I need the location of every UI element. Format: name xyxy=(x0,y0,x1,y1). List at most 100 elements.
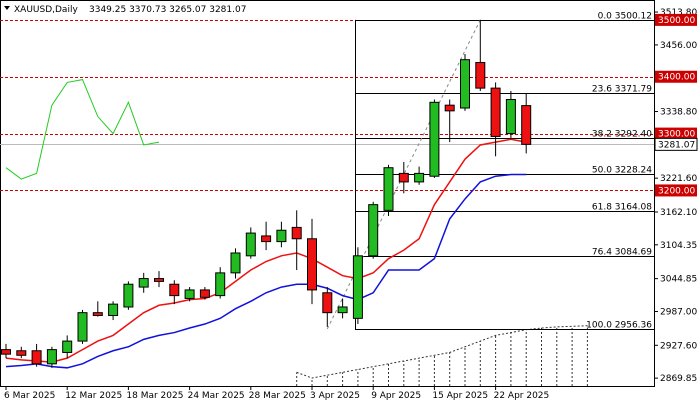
candle-body xyxy=(505,98,516,135)
candle-body xyxy=(460,59,470,109)
candle xyxy=(261,221,272,251)
candle-body xyxy=(199,289,210,298)
candle xyxy=(414,166,425,185)
price-tick-label: 2987.00 xyxy=(660,308,697,318)
candle xyxy=(92,301,103,317)
candle xyxy=(46,346,57,368)
candle xyxy=(352,247,363,325)
candle-body xyxy=(368,204,379,257)
indicator-lines xyxy=(5,79,527,369)
candle xyxy=(307,218,317,305)
price-tick-label: 3513.80 xyxy=(660,8,697,18)
candle-body xyxy=(307,238,317,291)
price-tick-label: 3162.10 xyxy=(660,208,697,218)
candle xyxy=(138,272,149,293)
time-tick-label: 12 Mar 2025 xyxy=(65,391,122,400)
time-tick-label: 15 Apr 2025 xyxy=(432,391,488,400)
candle xyxy=(505,90,516,140)
candle xyxy=(490,82,501,157)
candle xyxy=(123,281,134,310)
candle xyxy=(291,210,302,271)
current-price-tag-label: 3281.07 xyxy=(658,140,695,150)
candle-body xyxy=(16,350,27,356)
candle-body xyxy=(215,272,226,297)
level-price-tag-label: 3500.00 xyxy=(658,16,695,26)
level-price-tag xyxy=(655,13,697,26)
fib-level-label: 23.6 3371.79 xyxy=(592,85,652,95)
candle-body xyxy=(123,283,134,308)
price-tick-label: 3338.80 xyxy=(660,108,697,118)
fib-level-label: 50.0 3228.24 xyxy=(592,166,652,176)
time-tick-label: 18 Mar 2025 xyxy=(126,391,183,400)
triangle-down-icon[interactable] xyxy=(4,6,10,10)
candle-body xyxy=(77,312,88,342)
candle-body xyxy=(169,283,180,297)
candle xyxy=(475,19,486,91)
fib-level-label: 0.0 3500.12 xyxy=(598,12,652,22)
level-price-tag-label: 3400.00 xyxy=(658,73,695,83)
price-tick-label: 2869.85 xyxy=(660,374,697,384)
candle-body xyxy=(230,252,241,274)
candle xyxy=(337,298,348,319)
candle xyxy=(276,221,287,248)
candle xyxy=(215,267,226,299)
level-price-tag-label: 3200.00 xyxy=(658,186,695,196)
candle-body xyxy=(490,87,501,137)
horizontal-levels xyxy=(0,20,654,191)
candle-body xyxy=(261,235,272,243)
time-tick-label: 28 Mar 2025 xyxy=(249,391,306,400)
candle-body xyxy=(154,278,164,282)
slow-ma-line xyxy=(5,173,527,369)
candle xyxy=(199,287,210,300)
fib-level-label: 100.0 2956.36 xyxy=(586,321,652,331)
fib-level-label: 76.4 3084.69 xyxy=(592,248,652,258)
candle xyxy=(1,343,11,359)
candle-body xyxy=(322,292,333,314)
fibonacci-retracement[interactable]: 0.0 3500.12 23.6 3371.79 38.2 3292.40 50.0 … xyxy=(326,12,654,331)
level-price-tag xyxy=(655,70,697,83)
candle-body xyxy=(62,340,73,353)
candle-body xyxy=(521,105,532,145)
price-tick-label: 3044.85 xyxy=(660,275,697,285)
cloud-edge-line xyxy=(296,325,588,379)
candle xyxy=(398,162,409,194)
candle xyxy=(322,287,333,327)
candle xyxy=(62,335,73,359)
candle xyxy=(230,248,241,279)
price-tick-label: 3104.35 xyxy=(660,241,697,251)
candle-body xyxy=(276,229,287,243)
fib-level-label: 38.2 3292.40 xyxy=(592,130,652,140)
candle-body xyxy=(46,349,57,365)
price-tick-label: 2927.60 xyxy=(660,341,697,351)
chart-header: XAUUSD,Daily 3349.25 3370.73 3265.07 328… xyxy=(4,5,246,15)
candle xyxy=(368,201,379,259)
time-tick-label: 9 Apr 2025 xyxy=(371,391,421,400)
price-tick-label: 3221.60 xyxy=(660,174,697,184)
time-tick-label: 3 Apr 2025 xyxy=(310,391,360,400)
current-price-tag xyxy=(654,137,698,151)
candle xyxy=(108,301,119,321)
candle-body xyxy=(444,104,455,112)
time-tick-label: 6 Mar 2025 xyxy=(4,391,55,400)
fast-ma-line xyxy=(5,138,527,363)
ohlc-readout: 3349.25 3370.73 3265.07 3281.07 xyxy=(89,5,246,15)
price-tick-label: 3456.00 xyxy=(660,41,697,51)
candle-body xyxy=(138,278,149,288)
candles xyxy=(1,19,532,368)
level-price-tag xyxy=(655,127,697,140)
candle-body xyxy=(245,232,256,257)
candle-body xyxy=(352,255,363,319)
candle-body xyxy=(337,306,348,314)
symbol-label: XAUUSD,Daily xyxy=(14,5,78,15)
candle xyxy=(154,271,164,288)
candle xyxy=(31,343,42,367)
candle-body xyxy=(429,101,440,177)
candle-body xyxy=(92,312,103,317)
candle xyxy=(429,99,440,178)
candle-body xyxy=(414,172,425,183)
candle-body xyxy=(184,289,195,299)
level-price-tag xyxy=(655,184,697,197)
candle xyxy=(460,54,470,111)
